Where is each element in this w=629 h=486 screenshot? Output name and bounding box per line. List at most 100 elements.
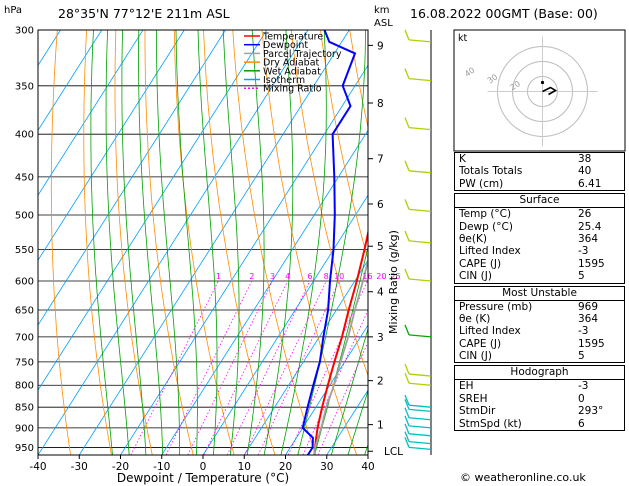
surface-box: Surface Temp (°C) 26 Dewp (°C) 25.4 θe(K) 364… <box>454 193 625 284</box>
stat-row: Temp (°C) 26 <box>455 208 624 220</box>
pressure-tick-label: 700 <box>15 332 34 343</box>
wind-barb-shaft <box>408 170 432 174</box>
mixing-ratio-axis-title: Mixing Ratio (g/kg) <box>387 230 400 334</box>
wind-barb-shaft <box>408 404 432 408</box>
dry-adiabat <box>50 30 71 455</box>
stat-label: Lifted Index <box>459 245 521 258</box>
wind-barb <box>404 394 432 408</box>
legend-entry: Isotherm <box>263 75 305 86</box>
indices-box: K 38 Totals Totals 40 PW (cm) 6.41 <box>454 152 625 192</box>
dry-adiabat <box>203 30 276 455</box>
wind-barb <box>404 363 432 377</box>
stat-row: SREH 0 <box>455 393 624 405</box>
height-tick-label: 7 <box>377 154 384 166</box>
stat-value: 969 <box>578 300 599 313</box>
mixing-ratio-line <box>165 280 253 455</box>
stats-panel: K 38 Totals Totals 40 PW (cm) 6.41 Surface Te… <box>454 152 625 433</box>
stat-row: K 38 <box>455 153 624 165</box>
height-tick-label: LCL <box>384 446 403 458</box>
temperature-tick-label: -40 <box>29 461 46 473</box>
wind-barb-shaft <box>408 425 432 429</box>
wind-barb-flag <box>404 68 410 79</box>
wind-barb-flag <box>404 324 410 336</box>
wind-barb <box>404 117 432 131</box>
wind-barb <box>404 29 432 43</box>
most-unstable-title: Most Unstable <box>455 287 624 301</box>
stat-row: Pressure (mb) 969 <box>455 301 624 313</box>
stat-value: 26 <box>578 208 592 221</box>
mixing-ratio-line <box>244 280 327 455</box>
wind-barb-flag <box>404 399 410 410</box>
stat-label: Lifted Index <box>459 325 521 338</box>
mixing-ratio-line <box>257 280 340 455</box>
stat-value: 5 <box>578 350 585 363</box>
isotherm <box>38 30 268 391</box>
dry-adiabat <box>144 30 194 455</box>
legend-entry: Parcel Trajectory <box>263 49 342 60</box>
temperature-tick-label: 40 <box>361 461 374 473</box>
stat-value: 1595 <box>578 337 605 350</box>
wind-barb-flag <box>404 117 410 128</box>
parcel-trajectory-line <box>313 256 368 455</box>
wind-barb <box>404 423 432 437</box>
temperature-tick-label: 0 <box>200 461 207 473</box>
stat-value: 364 <box>578 312 599 325</box>
pressure-unit-label: hPa <box>4 5 22 16</box>
mixing-ratio-label: 20 <box>376 272 386 281</box>
wind-barb-flag <box>404 415 410 427</box>
wind-barb-shaft <box>408 334 432 338</box>
wind-barb-shaft <box>408 126 432 131</box>
temperature-tick-label: -10 <box>153 461 170 473</box>
wind-barb <box>404 230 432 244</box>
mixing-ratio-line <box>187 280 273 455</box>
stat-row: Lifted Index -3 <box>455 245 624 257</box>
wet-adiabat <box>280 30 327 455</box>
height-tick-label: 9 <box>377 40 384 52</box>
wind-barb <box>404 268 432 282</box>
isotherm <box>38 30 144 197</box>
wind-barb-shaft <box>408 208 432 213</box>
surface-title: Surface <box>455 194 624 209</box>
stat-value: 364 <box>578 232 599 245</box>
wind-barb-shaft <box>408 39 432 43</box>
pressure-tick-label: 800 <box>15 381 34 392</box>
mixing-ratio-line <box>302 309 368 455</box>
stat-row: CAPE (J) 1595 <box>455 258 624 270</box>
most-unstable-box: Most Unstable Pressure (mb) 969 θe (K) 364 L… <box>454 285 625 364</box>
stat-value: -3 <box>578 245 589 258</box>
stat-value: 1595 <box>578 257 605 270</box>
stat-label: StmDir <box>459 405 496 418</box>
hodograph-title: Hodograph <box>455 366 624 381</box>
height-tick-label: 8 <box>377 98 384 110</box>
wind-barb-shaft <box>408 77 432 82</box>
mixing-ratio-label: 6 <box>307 272 312 281</box>
dry-adiabat <box>114 30 153 455</box>
stat-value: 293° <box>578 405 604 418</box>
dry-adiabat <box>290 30 368 377</box>
wind-barb <box>404 68 432 82</box>
mixing-ratio-label: 8 <box>324 272 329 281</box>
wind-barb-flag <box>404 407 410 418</box>
credit-footer: © weatheronline.co.uk <box>460 471 586 484</box>
mixing-ratio-label: 16 <box>362 272 372 281</box>
wind-barb <box>404 199 432 213</box>
isotherm <box>285 324 368 455</box>
stat-row: Totals Totals 40 <box>455 165 624 177</box>
wind-barb-shaft <box>408 240 432 244</box>
wet-adiabat <box>347 389 368 455</box>
wind-barb-flag <box>404 437 410 448</box>
stat-label: PW (cm) <box>459 177 504 190</box>
wind-barb-flag <box>404 372 410 384</box>
temperature-tick-label: 20 <box>279 461 292 473</box>
wet-adiabat <box>222 30 240 455</box>
stat-row: StmDir 293° <box>455 405 624 417</box>
temperature-tick-label: -20 <box>112 461 129 473</box>
mixing-ratio-label: 25 <box>390 272 400 281</box>
stat-value: 6 <box>578 417 585 430</box>
wet-adiabat <box>297 30 366 455</box>
stat-row: CIN (J) 5 <box>455 270 624 282</box>
wet-adiabat <box>314 245 368 455</box>
height-tick-label: 2 <box>377 376 384 388</box>
stat-row: CAPE (J) 1595 <box>455 338 624 350</box>
